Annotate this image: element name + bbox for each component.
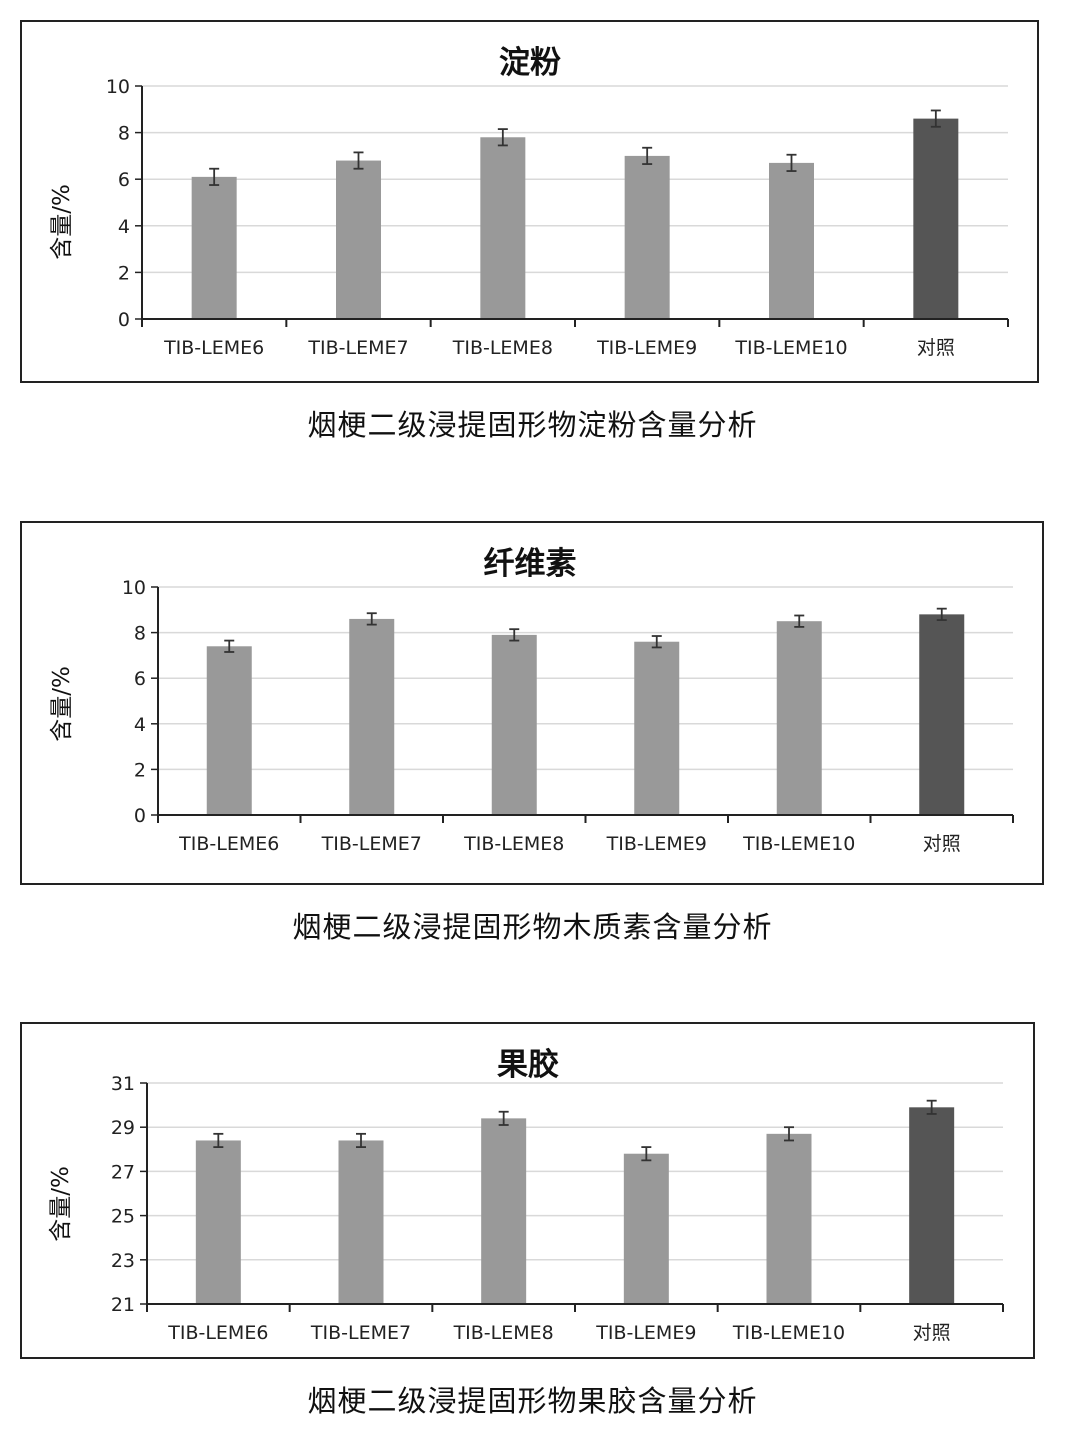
y-tick-label: 21: [111, 1294, 135, 1316]
y-tick-label: 4: [134, 714, 146, 736]
chart-caption: 烟梗二级浸提固形物果胶含量分析: [307, 1384, 758, 1418]
bar: [195, 1140, 241, 1304]
starch-chart: 淀粉 含量/% 0 2 4 6 8 10 TIB-LEME6 TIB-LEME7 TIB-LEM…: [49, 45, 1009, 359]
bar: [491, 634, 537, 815]
bar: [909, 1107, 955, 1304]
cellulose-chart: 纤维素 含量/% 0 2 4 6 8 10 TIB-LEME6 TIB-LEME7 TIB-LE…: [49, 546, 1014, 855]
x-tick-label: TIB-LEME9: [606, 833, 707, 855]
y-tick-label: 2: [118, 262, 130, 284]
chart-title: 淀粉: [499, 45, 561, 81]
cellulose-chart-panel: 纤维素 含量/% 0 2 4 6 8 10 TIB-LEME6 TIB-LEME7 TIB-LE…: [20, 521, 1044, 885]
y-tick-label: 2: [134, 759, 146, 781]
x-tick-label: TIB-LEME7: [310, 1322, 411, 1344]
y-tick-label: 6: [134, 668, 146, 690]
bar: [769, 162, 814, 319]
y-tick-label: 31: [111, 1073, 135, 1095]
bar: [776, 621, 822, 815]
bar: [913, 118, 959, 320]
x-tick-label: TIB-LEME10: [742, 833, 855, 855]
bar: [481, 1118, 527, 1304]
x-tick-label: TIB-LEME10: [732, 1322, 845, 1344]
y-tick-label: 10: [106, 76, 130, 98]
x-tick-label: 对照: [923, 833, 961, 855]
bar: [623, 1153, 669, 1304]
y-tick-label: 8: [134, 623, 146, 645]
y-tick-label: 0: [118, 309, 130, 331]
bar: [349, 618, 395, 815]
y-tick-label: 25: [111, 1206, 135, 1228]
y-tick-label: 4: [118, 216, 130, 238]
x-tick-label: TIB-LEME8: [452, 337, 553, 359]
bar: [336, 160, 381, 319]
pectin-chart: 果胶 含量/% 21 23 25 27 29 31 TIB-LEME6 TIB-LEME7 TI…: [48, 1047, 1004, 1344]
x-tick-label: 对照: [913, 1322, 951, 1344]
bar: [766, 1133, 812, 1304]
x-tick-label: TIB-LEME9: [596, 337, 697, 359]
bar: [338, 1140, 384, 1304]
bar: [206, 646, 252, 815]
chart-title: 纤维素: [484, 546, 577, 582]
y-axis-label: 含量/%: [48, 1166, 74, 1242]
y-tick-label: 6: [118, 169, 130, 191]
bar: [919, 614, 965, 815]
y-tick-label: 10: [122, 577, 146, 599]
bar: [634, 641, 680, 815]
chart-title: 果胶: [497, 1047, 559, 1083]
x-tick-label: TIB-LEME6: [178, 833, 279, 855]
x-tick-label: TIB-LEME7: [307, 337, 408, 359]
y-axis-label: 含量/%: [49, 666, 75, 742]
x-tick-label: TIB-LEME6: [163, 337, 264, 359]
x-tick-label: TIB-LEME8: [463, 833, 564, 855]
y-tick-label: 8: [118, 123, 130, 145]
x-tick-label: TIB-LEME8: [453, 1322, 554, 1344]
x-tick-label: TIB-LEME6: [167, 1322, 268, 1344]
bar: [624, 155, 670, 319]
x-tick-label: TIB-LEME9: [595, 1322, 696, 1344]
x-tick-label: TIB-LEME7: [321, 833, 422, 855]
y-tick-label: 23: [111, 1250, 135, 1272]
y-tick-label: 27: [111, 1161, 135, 1183]
chart-caption: 烟梗二级浸提固形物淀粉含量分析: [307, 408, 758, 442]
x-tick-label: 对照: [917, 337, 955, 359]
bar: [191, 176, 237, 319]
y-tick-label: 0: [134, 805, 146, 827]
y-tick-label: 29: [111, 1117, 135, 1139]
chart-caption: 烟梗二级浸提固形物木质素含量分析: [292, 910, 773, 944]
y-axis-label: 含量/%: [49, 184, 75, 260]
pectin-chart-panel: 果胶 含量/% 21 23 25 27 29 31 TIB-LEME6 TIB-LEME7 TI…: [20, 1022, 1035, 1359]
bar: [480, 137, 526, 319]
x-tick-label: TIB-LEME10: [734, 337, 847, 359]
starch-chart-panel: 淀粉 含量/% 0 2 4 6 8 10 TIB-LEME6 TIB-LEME7 TIB-LEM…: [20, 20, 1039, 383]
